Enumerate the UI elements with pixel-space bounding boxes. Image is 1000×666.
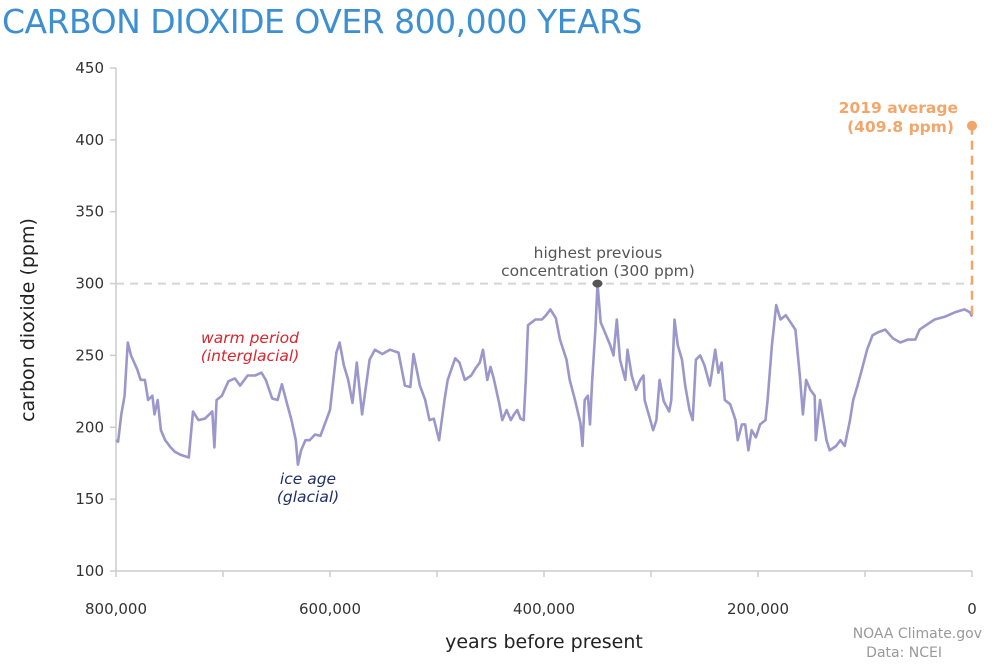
warm-period-label-line2: (interglacial) [201,347,300,365]
warm-period-label-line1: warm period [201,329,299,347]
credit-source: NOAA Climate.gov [852,626,982,642]
highest-previous-dot [592,279,603,288]
y-tick-label: 300 [75,275,104,293]
x-tick-label: 200,000 [727,600,789,618]
credit-data: Data: NCEI [866,645,942,661]
x-tick-label: 0 [967,600,977,618]
ice-age-label-line2: (glacial) [277,488,339,506]
chart-title: CARBON DIOXIDE OVER 800,000 YEARS [2,2,643,41]
y-tick-label: 350 [75,203,104,221]
x-axis-label: years before present [445,631,643,653]
highest-annotation-line2: concentration (300 ppm) [501,262,695,280]
current-level-dot [967,120,977,131]
y-tick-label: 250 [75,346,104,364]
y-axis-label: carbon dioxide (ppm) [17,218,39,422]
co2-series-line [115,282,974,466]
current-annotation-line2: (409.8 ppm) [847,118,954,136]
highest-annotation-line1: highest previous [534,244,663,262]
y-tick-label: 200 [75,418,104,436]
x-tick-label: 600,000 [299,600,361,618]
ice-age-label-line1: ice age [280,470,336,488]
x-tick-label: 800,000 [85,600,147,618]
x-tick-label: 400,000 [513,600,575,618]
y-tick-label: 150 [75,490,104,508]
y-tick-label: 450 [75,59,104,77]
y-tick-label: 100 [75,562,104,580]
current-annotation-line1: 2019 average [839,99,958,117]
y-tick-label: 400 [75,131,104,149]
